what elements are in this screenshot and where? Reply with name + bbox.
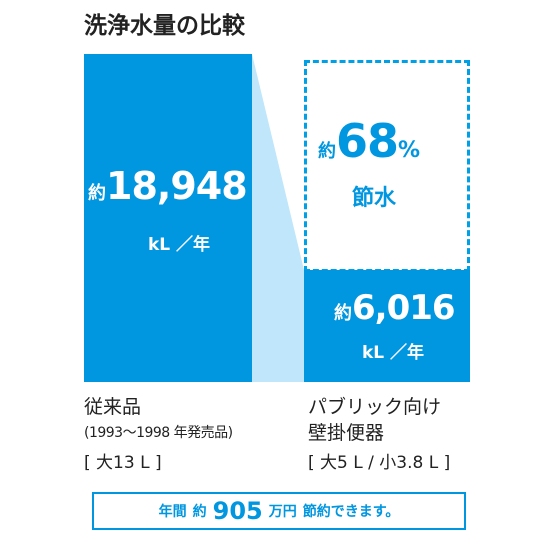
value-label-new: 約6,016 [334, 288, 456, 328]
new-spec-note: [ 大5 L / 小3.8 L ] [308, 453, 451, 473]
footer-approx: 約 [192, 504, 207, 520]
footer-unit: 万円 [268, 504, 297, 520]
footer-value: 905 [212, 497, 263, 525]
value-number: 18,948 [106, 164, 248, 208]
unit-label-old: kL ／年 [148, 235, 211, 255]
category-label-old: 従来品 [84, 396, 142, 418]
saving-label: 節水 [352, 186, 397, 211]
annual-savings-banner: 年間 約 905 万円 節約できます。 [92, 492, 466, 530]
bar-new-product [304, 270, 470, 382]
category-label-new-line2: 壁掛便器 [308, 422, 385, 444]
unit-label-new: kL ／年 [362, 343, 425, 363]
approx-prefix: 約 [334, 303, 352, 324]
old-years-note: (1993〜1998 年発売品) [84, 425, 233, 441]
value-label-old: 約18,948 [88, 164, 248, 208]
category-label-new-line1: パブリック向け [308, 396, 442, 418]
footer-post: 節約できます。 [302, 504, 400, 520]
saving-number: 68 [336, 114, 399, 168]
bar-old-product [84, 54, 252, 382]
approx-prefix: 約 [88, 183, 106, 204]
percent-sign: % [398, 138, 421, 163]
footer-pre: 年間 [158, 504, 187, 520]
value-number: 6,016 [352, 288, 456, 328]
old-spec-note: [ 大13 L ] [84, 453, 162, 473]
saving-percentage: 約68% [318, 114, 420, 168]
chart-title: 洗浄水量の比較 [84, 13, 245, 39]
approx-prefix: 約 [318, 141, 336, 162]
